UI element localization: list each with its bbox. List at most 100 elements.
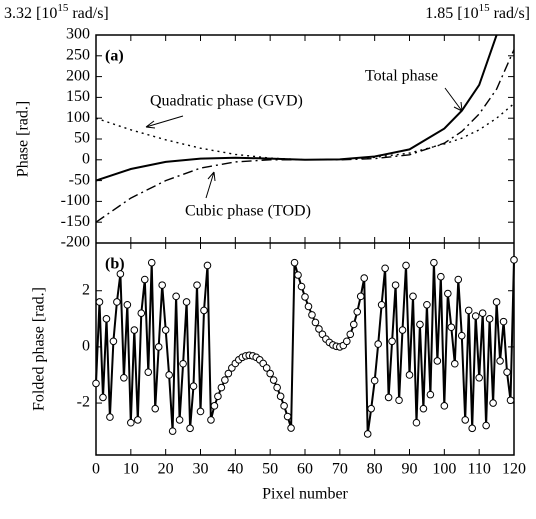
point <box>381 264 389 273</box>
point <box>196 407 205 416</box>
point <box>370 376 379 385</box>
top-axis-label: 3.32 [1015 rad/s] <box>4 2 109 22</box>
point <box>221 376 229 384</box>
y-tick-label: 300 <box>66 26 90 43</box>
series-annotation: Cubic phase (TOD) <box>185 203 311 220</box>
y-tick-label: 200 <box>66 67 90 84</box>
point <box>168 427 177 435</box>
point <box>346 330 355 339</box>
point <box>363 430 372 438</box>
point <box>433 357 442 365</box>
arrow <box>145 115 184 129</box>
x-axis-label: Pixel number <box>262 486 348 503</box>
point <box>186 424 194 433</box>
point <box>454 275 463 284</box>
point <box>395 396 403 405</box>
point <box>147 258 156 267</box>
point <box>210 402 219 410</box>
point <box>447 323 456 332</box>
top-axis-label: 1.85 [1015 rad/s] <box>425 2 530 22</box>
point <box>461 416 470 424</box>
point <box>496 357 504 365</box>
point <box>388 337 396 346</box>
point <box>95 298 104 306</box>
x-tick-label: 100 <box>432 461 456 478</box>
point <box>123 300 132 309</box>
point <box>308 311 316 319</box>
point <box>297 282 306 291</box>
x-tick-label: 60 <box>297 461 313 478</box>
y-tick-label: -150 <box>61 213 90 230</box>
point <box>457 331 466 340</box>
point <box>430 258 438 267</box>
point <box>137 309 146 317</box>
point <box>391 281 400 289</box>
point <box>356 292 365 301</box>
panel-label: (b) <box>105 256 125 273</box>
label-part: rad/s] <box>68 5 108 22</box>
point <box>349 320 358 329</box>
point <box>127 418 135 427</box>
point <box>130 326 139 334</box>
label-part: 1.85 [10 <box>425 5 478 22</box>
point <box>311 318 320 327</box>
x-tick-label: 20 <box>158 461 174 478</box>
point <box>144 368 153 376</box>
x-tick-label: 50 <box>262 461 278 478</box>
point <box>207 416 215 424</box>
y-tick-label: 250 <box>66 46 90 63</box>
point <box>468 424 477 433</box>
point <box>290 258 299 267</box>
point <box>304 302 313 311</box>
point <box>165 371 173 379</box>
y-axis-label: Folded phase [rad.] <box>31 287 48 411</box>
point <box>224 369 233 378</box>
point <box>276 392 285 401</box>
x-tick-label: 10 <box>123 461 139 478</box>
point <box>140 275 149 284</box>
y-tick-label: -100 <box>61 192 90 209</box>
point <box>182 298 191 306</box>
y-tick-label: -200 <box>61 234 90 251</box>
point <box>266 369 274 378</box>
x-tick-label: 120 <box>502 461 526 478</box>
y-tick-label: 50 <box>74 130 90 147</box>
point <box>492 298 501 306</box>
point <box>203 261 212 270</box>
point <box>134 416 142 424</box>
point <box>109 337 118 346</box>
point <box>294 271 302 279</box>
point <box>426 390 435 399</box>
point <box>280 402 288 410</box>
point <box>475 373 483 382</box>
y-tick-label: 2 <box>82 281 90 298</box>
panel-label: (a) <box>105 48 124 65</box>
point <box>99 393 107 402</box>
point <box>374 340 382 348</box>
point <box>106 413 114 421</box>
y-tick-label: 150 <box>66 88 90 105</box>
point <box>377 300 386 309</box>
x-tick-label: 30 <box>193 461 209 478</box>
point <box>193 281 201 289</box>
point <box>419 404 428 413</box>
series-annotation: Quadratic phase (GVD) <box>150 93 303 110</box>
point <box>217 383 226 392</box>
point <box>151 404 160 413</box>
point <box>287 424 295 432</box>
series-annotation: Total phase <box>365 68 438 85</box>
point <box>172 292 180 301</box>
point <box>471 312 480 320</box>
point <box>367 404 375 413</box>
point <box>116 270 125 278</box>
point <box>402 261 410 270</box>
x-tick-label: 70 <box>332 461 348 478</box>
point <box>489 399 497 407</box>
arrow <box>444 87 463 112</box>
point <box>506 396 515 405</box>
point <box>343 337 351 346</box>
x-tick-label: 0 <box>92 461 100 478</box>
point <box>269 376 278 384</box>
point <box>214 392 222 401</box>
label-part: rad/s] <box>490 5 530 22</box>
